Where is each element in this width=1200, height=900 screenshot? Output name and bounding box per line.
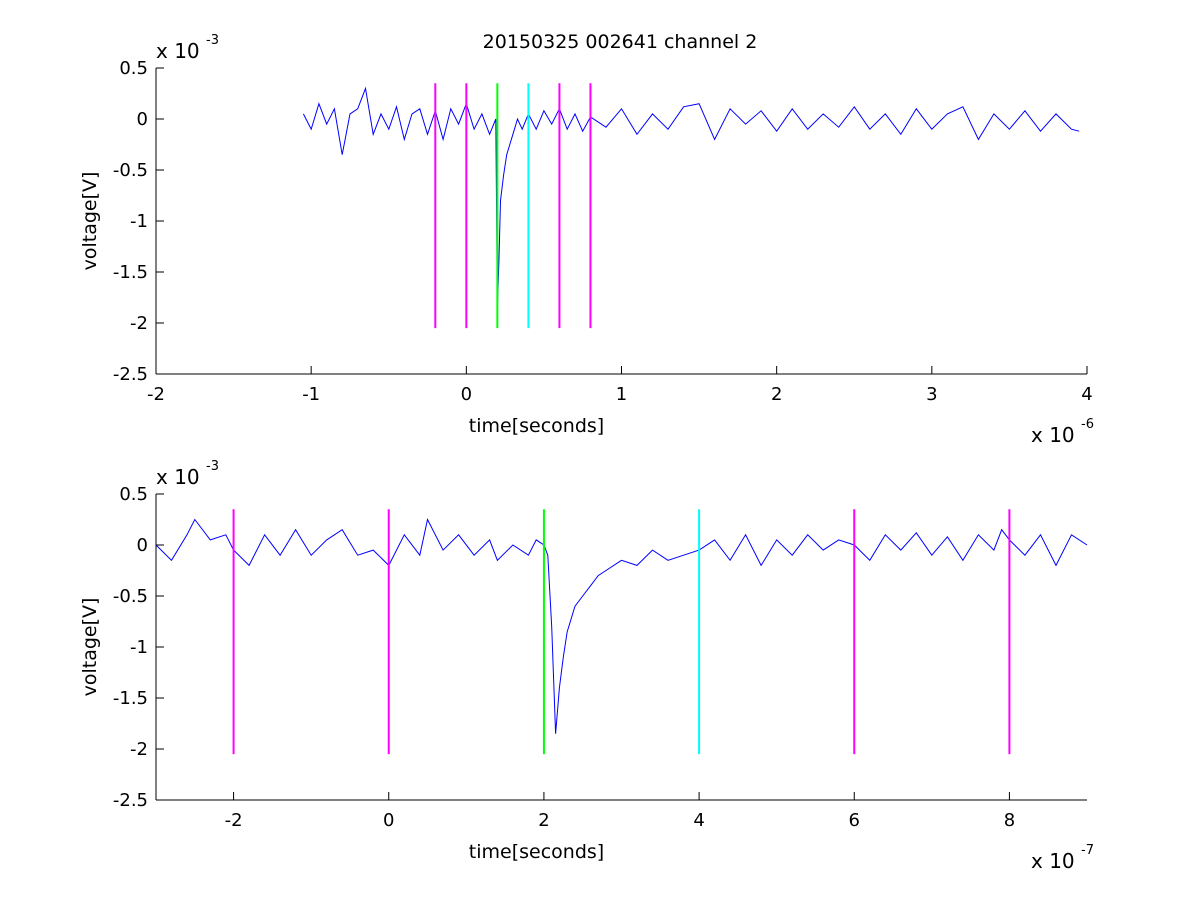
y-tick-label: 0.5 [119, 58, 148, 79]
y-axis-label: voltage[V] [79, 172, 101, 271]
y-exponent-power: -3 [206, 33, 219, 48]
y-tick-label: -2.5 [113, 364, 148, 385]
top-panel: -2 -1 0 1 2 3 40.50-0.5-1-1.5-2-2.5time[second… [79, 33, 1094, 447]
y-exponent-base: x 10 [156, 465, 200, 489]
x-exponent-base: x 10 [1031, 423, 1075, 447]
y-axis-label: voltage[V] [79, 598, 101, 697]
x-tick-label: -2 [147, 384, 165, 405]
x-exponent-base: x 10 [1031, 849, 1075, 873]
y-tick-label: -0.5 [113, 586, 148, 607]
x-tick-label: 0 [461, 384, 472, 405]
y-tick-label: -2 [130, 739, 148, 760]
y-tick-label: -1.5 [113, 688, 148, 709]
x-tick-label: -1 [302, 384, 320, 405]
y-tick-label: -1 [130, 637, 148, 658]
y-tick-label: -1 [130, 211, 148, 232]
y-exponent-base: x 10 [156, 39, 200, 63]
x-exponent-power: -7 [1081, 843, 1094, 858]
y-tick-label: -2 [130, 313, 148, 334]
x-tick-label: 6 [849, 810, 860, 831]
x-tick-label: 8 [1004, 810, 1015, 831]
y-exponent-power: -3 [206, 459, 219, 474]
y-tick-label: 0 [137, 109, 148, 130]
x-tick-label: 4 [693, 810, 704, 831]
y-tick-label: 0.5 [119, 484, 148, 505]
x-tick-label: 1 [616, 384, 627, 405]
x-exponent-power: -6 [1081, 417, 1094, 432]
x-tick-label: 2 [771, 384, 782, 405]
y-tick-label: -2.5 [113, 790, 148, 811]
voltage-trace [155, 518, 1088, 734]
x-axis-label: time[seconds] [469, 415, 604, 437]
y-tick-label: -0.5 [113, 160, 148, 181]
bottom-panel: -2 0 2 4 6 8 0.5 0 -0.5 -1 -1.5 -2 -2.5 time[seconds]… [79, 459, 1094, 873]
x-tick-label: 4 [1081, 384, 1092, 405]
x-tick-label: -2 [225, 810, 243, 831]
voltage-trace [302, 86, 1080, 308]
x-tick-label: 3 [926, 384, 937, 405]
x-tick-label: 2 [538, 810, 549, 831]
x-axis-label: time[seconds] [469, 841, 604, 863]
figure-title: 20150325 002641 channel 2 [483, 31, 758, 53]
y-tick-label: -1.5 [113, 262, 148, 283]
y-tick-label: 0 [137, 535, 148, 556]
x-tick-label: 0 [383, 810, 394, 831]
